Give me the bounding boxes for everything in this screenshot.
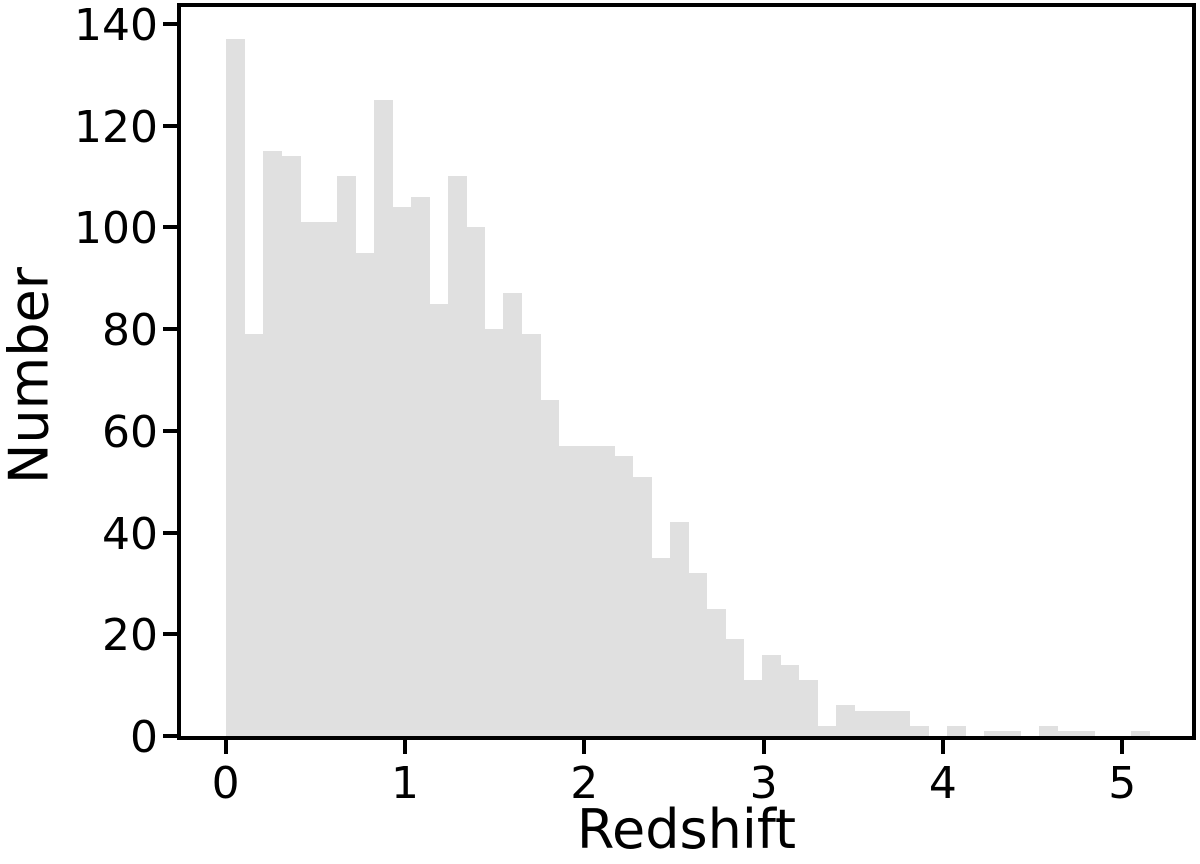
y-tick-label: 40 bbox=[102, 508, 158, 560]
histogram-bar bbox=[429, 303, 449, 736]
x-tick-label: 2 bbox=[570, 758, 599, 809]
y-tick-label: 60 bbox=[102, 406, 158, 458]
x-tick-mark bbox=[223, 740, 228, 754]
histogram-bar bbox=[595, 446, 615, 736]
x-tick-label: 0 bbox=[211, 758, 240, 809]
y-tick-label: 120 bbox=[74, 101, 158, 153]
y-tick-mark bbox=[163, 21, 177, 26]
histogram-bar bbox=[521, 334, 541, 736]
y-tick-label: 100 bbox=[74, 203, 158, 255]
histogram-bar bbox=[1131, 730, 1151, 736]
histogram-bar bbox=[688, 573, 708, 736]
x-tick-mark bbox=[761, 740, 766, 754]
histogram-bar bbox=[1057, 730, 1077, 736]
y-tick-label: 20 bbox=[102, 610, 158, 662]
histogram-bar bbox=[503, 293, 523, 736]
histogram-bar bbox=[355, 252, 375, 736]
y-tick-mark bbox=[163, 734, 177, 738]
histogram-bar bbox=[761, 654, 781, 736]
histogram-bar bbox=[651, 557, 671, 736]
x-axis-label: Redshift bbox=[576, 798, 797, 861]
histogram-bar bbox=[835, 705, 855, 736]
histogram-bar bbox=[854, 710, 874, 736]
histogram-bar bbox=[891, 710, 911, 736]
histogram-bar bbox=[226, 39, 246, 736]
histogram-bar bbox=[817, 725, 837, 736]
y-tick-mark bbox=[163, 632, 177, 637]
histogram-bar bbox=[392, 206, 412, 736]
histogram-bar bbox=[872, 710, 892, 736]
histogram-bar bbox=[1075, 730, 1095, 736]
y-tick-label: 0 bbox=[130, 712, 158, 763]
histogram-bar bbox=[706, 608, 726, 736]
histogram-bar bbox=[337, 176, 357, 736]
histogram-bar bbox=[614, 456, 634, 736]
histogram-bar bbox=[983, 730, 1003, 736]
x-tick-mark bbox=[402, 740, 407, 754]
histogram-bar bbox=[318, 222, 338, 736]
histogram-bar bbox=[725, 639, 745, 736]
histogram-bar bbox=[798, 680, 818, 736]
histogram-bar bbox=[632, 476, 652, 736]
histogram-bar bbox=[946, 725, 966, 736]
x-tick-mark bbox=[940, 740, 945, 754]
histogram-bar bbox=[448, 176, 467, 736]
x-tick-mark bbox=[1120, 740, 1125, 754]
histogram-bar bbox=[484, 329, 504, 736]
y-tick-mark bbox=[163, 123, 177, 128]
x-tick-label: 3 bbox=[749, 758, 778, 809]
x-tick-label: 1 bbox=[390, 758, 419, 809]
histogram-bar bbox=[577, 446, 597, 736]
y-axis-label: Number bbox=[0, 267, 61, 484]
y-tick-mark bbox=[163, 327, 177, 332]
histogram-bar bbox=[558, 446, 578, 736]
y-tick-label: 140 bbox=[74, 0, 158, 51]
histogram-bar bbox=[244, 334, 264, 736]
y-tick-label: 80 bbox=[102, 305, 158, 357]
histogram-bar bbox=[281, 156, 301, 736]
y-tick-mark bbox=[163, 225, 177, 230]
bars-layer bbox=[181, 7, 1192, 736]
histogram-bar bbox=[909, 725, 929, 736]
histogram-bar bbox=[669, 522, 689, 736]
histogram-bar bbox=[374, 100, 394, 736]
x-tick-label: 4 bbox=[928, 758, 957, 809]
histogram-bar bbox=[1039, 725, 1058, 736]
histogram-bar bbox=[780, 664, 800, 736]
y-tick-mark bbox=[163, 428, 177, 433]
histogram-bar bbox=[743, 680, 763, 736]
histogram-bar bbox=[1002, 730, 1022, 736]
y-tick-mark bbox=[163, 530, 177, 535]
x-tick-mark bbox=[582, 740, 587, 754]
x-tick-label: 5 bbox=[1108, 758, 1137, 809]
histogram-bar bbox=[411, 196, 431, 736]
histogram-bar bbox=[263, 150, 283, 736]
histogram-bar bbox=[540, 400, 560, 736]
histogram-bar bbox=[466, 227, 486, 736]
histogram-bar bbox=[300, 222, 320, 736]
